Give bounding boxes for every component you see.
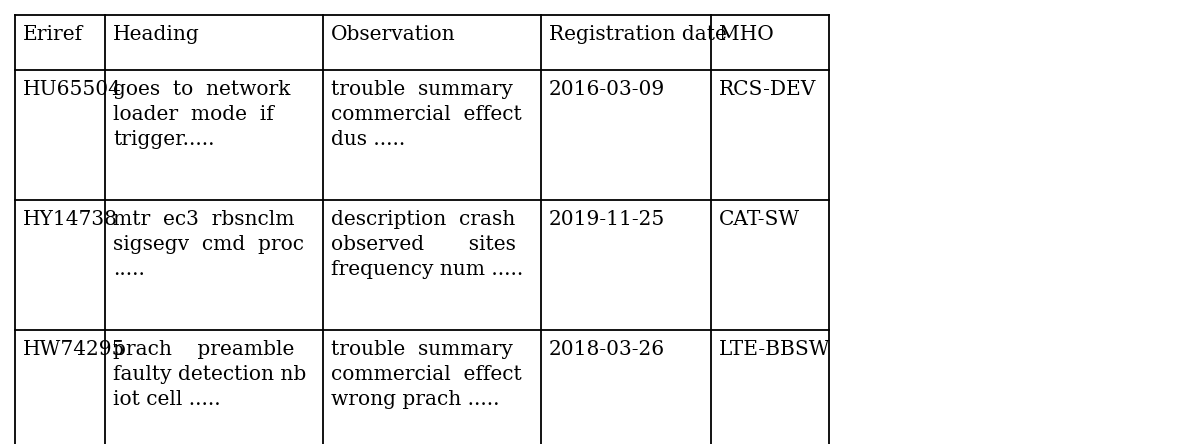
- Text: prach    preamble
faulty detection nb
iot cell .....: prach preamble faulty detection nb iot c…: [114, 340, 306, 409]
- Text: 2019-11-25: 2019-11-25: [549, 210, 666, 229]
- Text: LTE-BBSW: LTE-BBSW: [719, 340, 831, 359]
- Text: HU65504: HU65504: [23, 80, 122, 99]
- Text: 2016-03-09: 2016-03-09: [549, 80, 666, 99]
- Text: mtr  ec3  rbsnclm
sigsegv  cmd  proc
.....: mtr ec3 rbsnclm sigsegv cmd proc .....: [114, 210, 304, 279]
- Text: 2018-03-26: 2018-03-26: [549, 340, 666, 359]
- Text: Registration date: Registration date: [549, 25, 727, 44]
- Text: Eriref: Eriref: [23, 25, 84, 44]
- Text: RCS-DEV: RCS-DEV: [719, 80, 816, 99]
- Text: CAT-SW: CAT-SW: [719, 210, 801, 229]
- Text: trouble  summary
commercial  effect
dus .....: trouble summary commercial effect dus ..…: [331, 80, 522, 149]
- Text: HW74295: HW74295: [23, 340, 125, 359]
- Text: Heading: Heading: [114, 25, 200, 44]
- Text: Observation: Observation: [331, 25, 455, 44]
- Text: MHO: MHO: [719, 25, 773, 44]
- Text: goes  to  network
loader  mode  if
trigger.....: goes to network loader mode if trigger..…: [114, 80, 290, 149]
- Text: description  crash
observed       sites
frequency num .....: description crash observed sites frequen…: [331, 210, 523, 279]
- Text: HY14738: HY14738: [23, 210, 118, 229]
- Text: trouble  summary
commercial  effect
wrong prach .....: trouble summary commercial effect wrong …: [331, 340, 522, 409]
